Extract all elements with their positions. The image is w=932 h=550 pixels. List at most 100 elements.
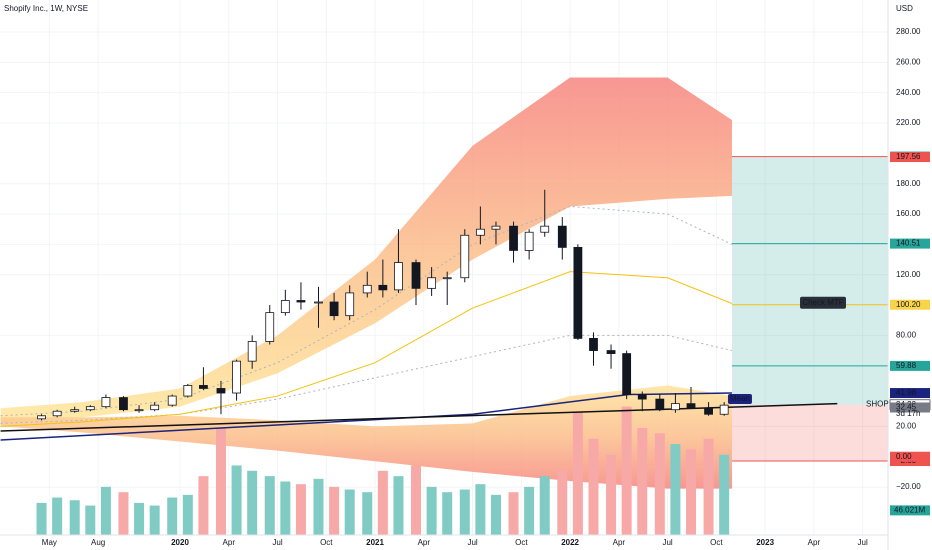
y-tick-label: 80.00: [896, 330, 917, 339]
candle-body: [686, 403, 696, 409]
candle-body: [524, 231, 534, 251]
y-tick-label: −20.00: [896, 482, 921, 491]
x-tick-label: Oct: [320, 538, 333, 547]
x-tick-label: Jul: [662, 538, 672, 547]
volume-bar: [670, 444, 681, 535]
upper-band: [0, 77, 732, 424]
candle-body: [671, 403, 680, 411]
candle-body: [216, 388, 226, 394]
y-tick-label: 280.00: [896, 27, 921, 36]
volume-bar: [85, 505, 96, 535]
price-label: 41.98: [896, 388, 917, 397]
dotted-line: [0, 205, 733, 417]
stop-zone: [731, 404, 888, 462]
candle-body: [460, 234, 470, 279]
price-label-box: [890, 299, 930, 310]
candle-body: [557, 225, 567, 248]
candle-body: [362, 284, 372, 294]
candle-body: [280, 300, 290, 314]
candle-body: [37, 415, 46, 420]
candle-body: [491, 225, 501, 230]
volume-bar: [411, 465, 422, 535]
x-tick-label: Jul: [858, 538, 868, 547]
x-tick-label: 2020: [171, 538, 189, 547]
volume-bar: [703, 438, 714, 535]
x-tick-label: Jul: [272, 538, 282, 547]
chart-title: Shopify Inc., 1W, NYSE: [4, 4, 88, 13]
mean-label: Mean: [730, 394, 750, 403]
volume-bar: [215, 428, 226, 535]
x-tick-label: Jul: [467, 538, 477, 547]
ticker-label: SHOP: [866, 400, 889, 409]
volume-bar: [280, 481, 291, 535]
candle-body: [199, 385, 208, 389]
candle-body: [540, 225, 550, 233]
volume-bar: [52, 497, 63, 535]
candle-body: [183, 385, 193, 397]
volume-bar: [588, 438, 599, 535]
volume-bar: [621, 406, 632, 535]
candle-body: [442, 277, 452, 280]
candle-body: [329, 301, 339, 317]
volume-bar: [329, 486, 340, 535]
volume-bar: [264, 476, 275, 535]
trend-line: [0, 402, 838, 432]
candle-body: [378, 284, 388, 291]
volume-bar: [606, 454, 617, 535]
volume-bar: [247, 470, 258, 535]
volume-bar: [118, 492, 129, 535]
price-label: 32.45: [896, 403, 917, 412]
volume-bar: [167, 497, 178, 535]
volume-bar: [362, 492, 373, 535]
volume-bar: [475, 484, 486, 535]
note: Check MTF: [802, 298, 843, 307]
price-label: 140.51: [896, 239, 921, 248]
x-tick-label: Apr: [808, 538, 821, 547]
candle-body: [411, 262, 421, 289]
candle-body: [637, 394, 647, 400]
candle-body: [509, 225, 518, 251]
price-label: 100.20: [896, 300, 921, 309]
volume-bar: [426, 486, 437, 535]
y-tick-label: 180.00: [896, 179, 921, 188]
y-tick-label: 220.00: [896, 118, 921, 127]
x-tick-label: 2022: [561, 538, 579, 547]
y-tick-label: 160.00: [896, 209, 921, 218]
candle-body: [296, 300, 306, 303]
volume-bar: [198, 476, 209, 535]
candle-body: [119, 397, 128, 411]
x-tick-label: Aug: [91, 538, 105, 547]
candle-body: [704, 407, 713, 415]
candle-body: [101, 397, 111, 408]
candle-body: [265, 312, 275, 342]
candle-body: [427, 277, 437, 289]
candle-body: [573, 247, 583, 339]
volume-bar: [459, 489, 470, 535]
candle-body: [622, 353, 632, 395]
price-label: 197.56: [896, 152, 921, 161]
candle-body: [232, 360, 241, 394]
y-tick-label: 240.00: [896, 88, 921, 97]
candle-body: [655, 398, 665, 411]
x-tick-label: 2023: [756, 538, 774, 547]
trend-line: [0, 392, 732, 441]
candle-body: [589, 338, 598, 351]
price-label: 0.00: [896, 452, 912, 461]
x-tick-label: Apr: [418, 538, 431, 547]
volume-bar: [557, 470, 568, 535]
price-label-box: [890, 402, 930, 413]
candle-body: [134, 409, 144, 412]
volume-bar: [524, 486, 535, 535]
x-tick-label: Oct: [515, 538, 528, 547]
candle-body: [719, 404, 729, 415]
price-label-box: [890, 388, 930, 399]
volume-bar: [295, 484, 306, 535]
candle-body: [52, 410, 62, 417]
price-label: 59.88: [896, 361, 917, 370]
volume-bar: [134, 502, 145, 535]
x-tick-label: Apr: [613, 538, 626, 547]
candle-body: [475, 228, 485, 236]
target-zone: [731, 156, 888, 405]
x-tick-label: Oct: [710, 538, 723, 547]
